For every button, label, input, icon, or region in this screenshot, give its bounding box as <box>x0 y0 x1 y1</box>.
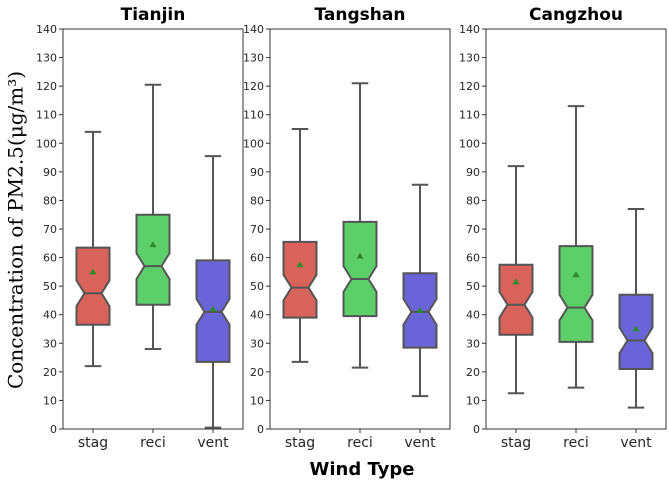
y-tick-label: 30 <box>466 337 480 350</box>
y-tick-label: 30 <box>43 337 57 350</box>
y-tick-label: 90 <box>250 166 264 179</box>
x-tick-label: stag <box>285 435 315 451</box>
mean-marker <box>89 268 97 275</box>
x-tick-label: vent <box>404 435 436 451</box>
y-tick-label: 100 <box>243 137 264 150</box>
y-tick-label: 140 <box>459 23 480 36</box>
y-axis-label: Concentration of PM2.5(μg/m³) <box>4 71 28 389</box>
x-tick-label: vent <box>197 435 229 451</box>
box-stag <box>282 240 318 319</box>
y-tick-label: 80 <box>250 194 264 207</box>
panel-tangshan: Tangshan 0 10 20 30 40 50 60 70 80 90 100 110 120 130 1… <box>243 5 451 451</box>
panel-cangzhou: Cangzhou 0 10 20 30 40 50 60 70 80 90 100 110 120 130 1… <box>459 5 667 451</box>
y-tick-label: 20 <box>250 366 264 379</box>
box-reci <box>135 213 171 306</box>
y-tick-label: 130 <box>459 52 480 65</box>
x-tick-label: stag <box>78 435 108 451</box>
box-stag <box>75 246 111 326</box>
y-tick-label: 110 <box>36 109 57 122</box>
y-tick-label: 10 <box>250 394 264 407</box>
box-vent <box>618 293 654 370</box>
y-tick-label: 0 <box>473 423 480 436</box>
y-tick-label: 100 <box>459 137 480 150</box>
x-tick-label: reci <box>563 435 589 451</box>
y-tick-label: 60 <box>250 252 264 265</box>
mean-marker <box>296 261 304 268</box>
y-tick-label: 120 <box>459 80 480 93</box>
y-tick-label: 100 <box>36 137 57 150</box>
y-tick-label: 30 <box>250 337 264 350</box>
y-tick-label: 140 <box>243 23 264 36</box>
panel-title: Tangshan <box>315 5 406 25</box>
y-tick-label: 120 <box>36 80 57 93</box>
y-tick-label: 20 <box>466 366 480 379</box>
mean-marker <box>512 278 520 285</box>
x-tick-label: vent <box>620 435 652 451</box>
mean-marker <box>209 305 217 312</box>
y-tick-label: 130 <box>36 52 57 65</box>
y-tick-label: 70 <box>466 223 480 236</box>
panel-title: Cangzhou <box>529 5 623 25</box>
y-tick-label: 40 <box>250 309 264 322</box>
mean-marker <box>149 241 157 248</box>
y-tick-label: 50 <box>250 280 264 293</box>
y-tick-label: 50 <box>466 280 480 293</box>
y-tick-label: 40 <box>43 309 57 322</box>
y-tick-label: 10 <box>466 394 480 407</box>
y-tick-label: 110 <box>243 109 264 122</box>
mean-marker <box>632 325 640 332</box>
y-tick-label: 0 <box>50 423 57 436</box>
y-tick-label: 0 <box>257 423 264 436</box>
mean-marker <box>356 252 364 259</box>
y-tick-label: 70 <box>43 223 57 236</box>
y-tick-label: 130 <box>243 52 264 65</box>
box-stag <box>498 263 534 336</box>
y-tick-label: 10 <box>43 394 57 407</box>
y-tick-label: 80 <box>43 194 57 207</box>
box-reci <box>342 220 378 318</box>
y-tick-label: 140 <box>36 23 57 36</box>
x-tick-label: stag <box>501 435 531 451</box>
y-tick-label: 50 <box>43 280 57 293</box>
y-tick-label: 80 <box>466 194 480 207</box>
x-axis-label: Wind Type <box>310 459 415 480</box>
y-tick-label: 110 <box>459 109 480 122</box>
y-tick-label: 40 <box>466 309 480 322</box>
mean-marker <box>416 306 424 313</box>
x-tick-label: reci <box>140 435 166 451</box>
panels-layer: Tianjin010203040506070809010011012013014… <box>36 5 667 451</box>
y-tick-label: 60 <box>43 252 57 265</box>
y-tick-label: 60 <box>466 252 480 265</box>
panel-tianjin: Tianjin 0 10 20 30 40 50 60 70 80 90 100 110 120 130 14… <box>36 5 244 451</box>
mean-marker <box>572 271 580 278</box>
box-reci <box>558 245 594 343</box>
y-tick-label: 90 <box>466 166 480 179</box>
y-tick-label: 70 <box>250 223 264 236</box>
panel-title: Tianjin <box>121 5 186 25</box>
x-tick-label: reci <box>347 435 373 451</box>
y-tick-label: 90 <box>43 166 57 179</box>
y-tick-label: 120 <box>243 80 264 93</box>
y-tick-label: 20 <box>43 366 57 379</box>
